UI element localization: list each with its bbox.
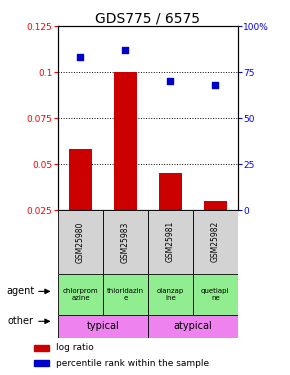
Bar bbox=[159, 173, 182, 210]
Text: typical: typical bbox=[87, 321, 119, 331]
Bar bbox=[204, 201, 226, 210]
Text: percentile rank within the sample: percentile rank within the sample bbox=[56, 358, 209, 368]
Bar bbox=[34, 360, 49, 366]
Bar bbox=[103, 210, 148, 274]
Text: chlorprom
azine: chlorprom azine bbox=[63, 288, 98, 301]
Text: atypical: atypical bbox=[173, 321, 212, 331]
Text: agent: agent bbox=[6, 286, 35, 296]
Text: quetiapi
ne: quetiapi ne bbox=[201, 288, 230, 301]
Bar bbox=[193, 210, 238, 274]
Point bbox=[168, 78, 173, 84]
Bar bbox=[69, 149, 92, 210]
Bar bbox=[34, 345, 49, 351]
Title: GDS775 / 6575: GDS775 / 6575 bbox=[95, 11, 200, 25]
Text: other: other bbox=[7, 316, 33, 326]
Point bbox=[213, 82, 218, 88]
Text: GSM25982: GSM25982 bbox=[211, 221, 220, 262]
Text: log ratio: log ratio bbox=[56, 344, 94, 352]
Bar bbox=[193, 274, 238, 315]
Text: GSM25983: GSM25983 bbox=[121, 221, 130, 262]
Bar bbox=[103, 274, 148, 315]
Bar bbox=[148, 274, 193, 315]
Point bbox=[123, 47, 128, 53]
Text: thioridazin
e: thioridazin e bbox=[107, 288, 144, 301]
Bar bbox=[148, 315, 238, 338]
Bar bbox=[58, 315, 148, 338]
Bar bbox=[114, 72, 137, 210]
Bar bbox=[58, 274, 103, 315]
Point bbox=[78, 54, 83, 60]
Text: GSM25981: GSM25981 bbox=[166, 221, 175, 262]
Text: olanzap
ine: olanzap ine bbox=[157, 288, 184, 301]
Bar bbox=[148, 210, 193, 274]
Bar bbox=[58, 210, 103, 274]
Text: GSM25980: GSM25980 bbox=[76, 221, 85, 262]
